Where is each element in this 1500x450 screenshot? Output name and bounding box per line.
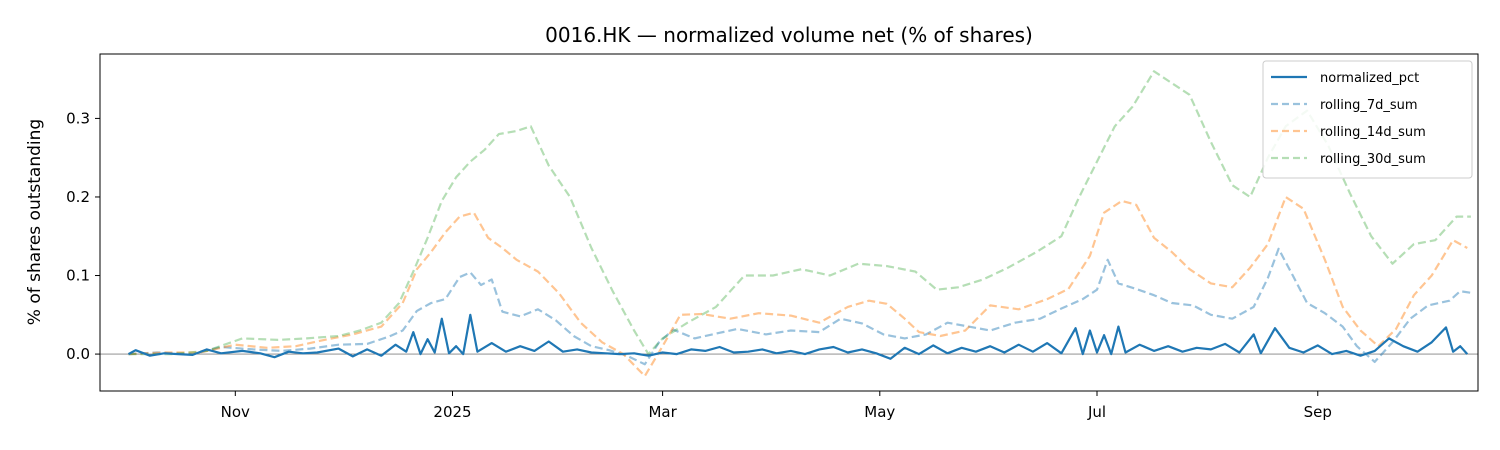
series-line-rolling-7d-sum <box>128 247 1472 366</box>
legend-label: rolling_7d_sum <box>1320 98 1418 113</box>
y-tick-label: 0.0 <box>66 345 90 363</box>
x-tick-label: Sep <box>1304 403 1332 421</box>
plot-area-frame <box>99 53 1479 392</box>
legend-label: rolling_14d_sum <box>1320 125 1426 140</box>
axis-layer: Nov 2025 Mar May Jul Sep 0.0 0.1 0.2 0.3 <box>66 109 1332 421</box>
y-tick-label: 0.2 <box>66 188 90 206</box>
legend-label: normalized_pct <box>1320 71 1419 86</box>
chart-title: 0016.HK — normalized volume net (% of sh… <box>545 23 1033 47</box>
legend-label: rolling_30d_sum <box>1320 152 1426 167</box>
x-tick-label: Mar <box>648 403 677 421</box>
series-line-rolling-14d-sum <box>128 195 1468 378</box>
x-tick-label: May <box>864 403 895 421</box>
series-line-normalized-pct <box>127 313 1469 360</box>
legend: normalized_pct rolling_7d_sum rolling_14d_… <box>1262 60 1473 179</box>
x-tick-label: Jul <box>1087 403 1106 421</box>
series-line-rolling-30d-sum <box>128 70 1471 356</box>
x-tick-label: 2025 <box>433 403 471 421</box>
y-tick-label: 0.3 <box>66 109 90 127</box>
y-tick-label: 0.1 <box>66 267 90 285</box>
legend-frame <box>1262 60 1473 179</box>
x-tick-label: Nov <box>221 403 250 421</box>
y-axis-label: % of shares outstanding <box>25 119 45 325</box>
series-layer <box>127 70 1472 378</box>
